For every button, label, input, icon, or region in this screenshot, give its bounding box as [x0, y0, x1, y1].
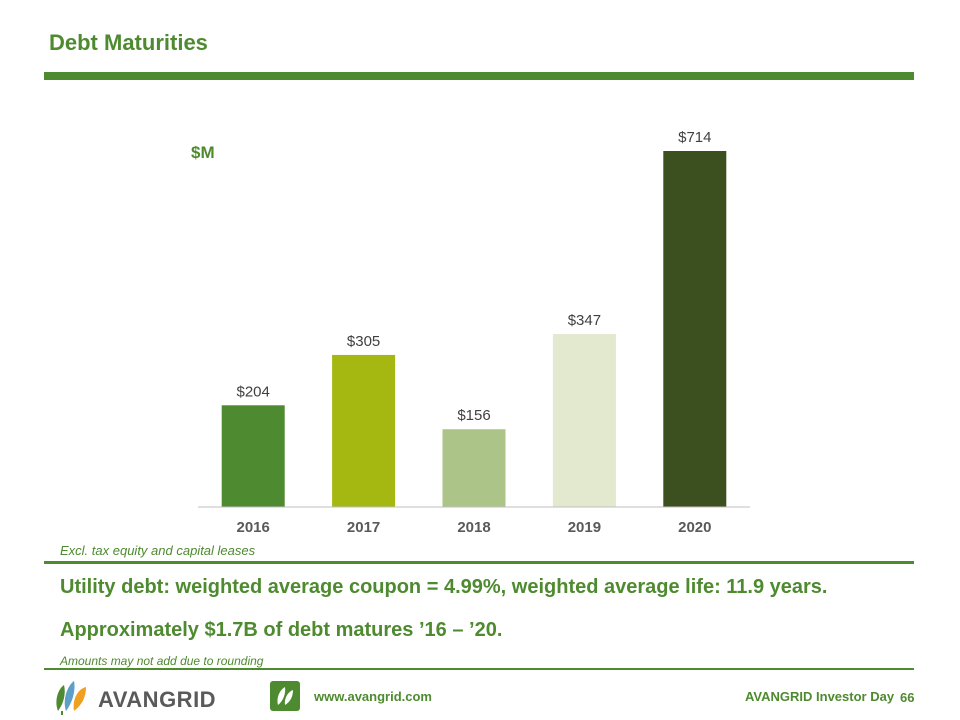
debt-maturities-chart: $M $204 2016 $305 2017 $156 2018 $347 2019 $714 2…: [191, 129, 750, 536]
website-link[interactable]: www.avangrid.com: [314, 689, 432, 704]
page-title: Debt Maturities: [49, 30, 208, 55]
rounding-note: Amounts may not add due to rounding: [60, 654, 264, 668]
data-label-2020: $714: [678, 129, 711, 146]
page-number: 66: [900, 690, 915, 705]
bar-2018: [442, 429, 506, 507]
leaf-badge-icon: [270, 681, 300, 711]
x-tick-label-2019: 2019: [568, 519, 601, 536]
x-tick-label-2018: 2018: [457, 519, 490, 536]
bar-series: $204 2016 $305 2017 $156 2018 $347 2019 $714 2020: [221, 129, 727, 536]
data-label-2016: $204: [237, 383, 270, 400]
avangrid-logo-icon: [56, 681, 86, 715]
exclusion-note: Excl. tax equity and capital leases: [60, 543, 256, 558]
data-label-2019: $347: [568, 312, 601, 329]
headline-coupon: Utility debt: weighted average coupon = …: [60, 576, 828, 598]
bar-2019: [552, 333, 616, 507]
x-tick-label-2016: 2016: [237, 519, 270, 536]
x-tick-label-2020: 2020: [678, 519, 711, 536]
bar-2017: [332, 354, 396, 507]
x-tick-label-2017: 2017: [347, 519, 380, 536]
notes-divider: [44, 561, 914, 564]
event-name: AVANGRID Investor Day: [745, 689, 895, 704]
bar-2016: [221, 405, 285, 507]
headline-maturities: Approximately $1.7B of debt matures ’16 …: [60, 619, 503, 641]
logo-wordmark: AVANGRID: [98, 687, 217, 712]
footer-divider: [44, 668, 914, 670]
data-label-2018: $156: [457, 407, 490, 424]
title-divider: [44, 72, 914, 80]
data-label-2017: $305: [347, 333, 380, 350]
bar-2020: [663, 151, 727, 507]
footer: AVANGRID www.avangrid.com AVANGRID Inves…: [0, 675, 960, 720]
y-axis-unit-label: $M: [191, 143, 215, 162]
